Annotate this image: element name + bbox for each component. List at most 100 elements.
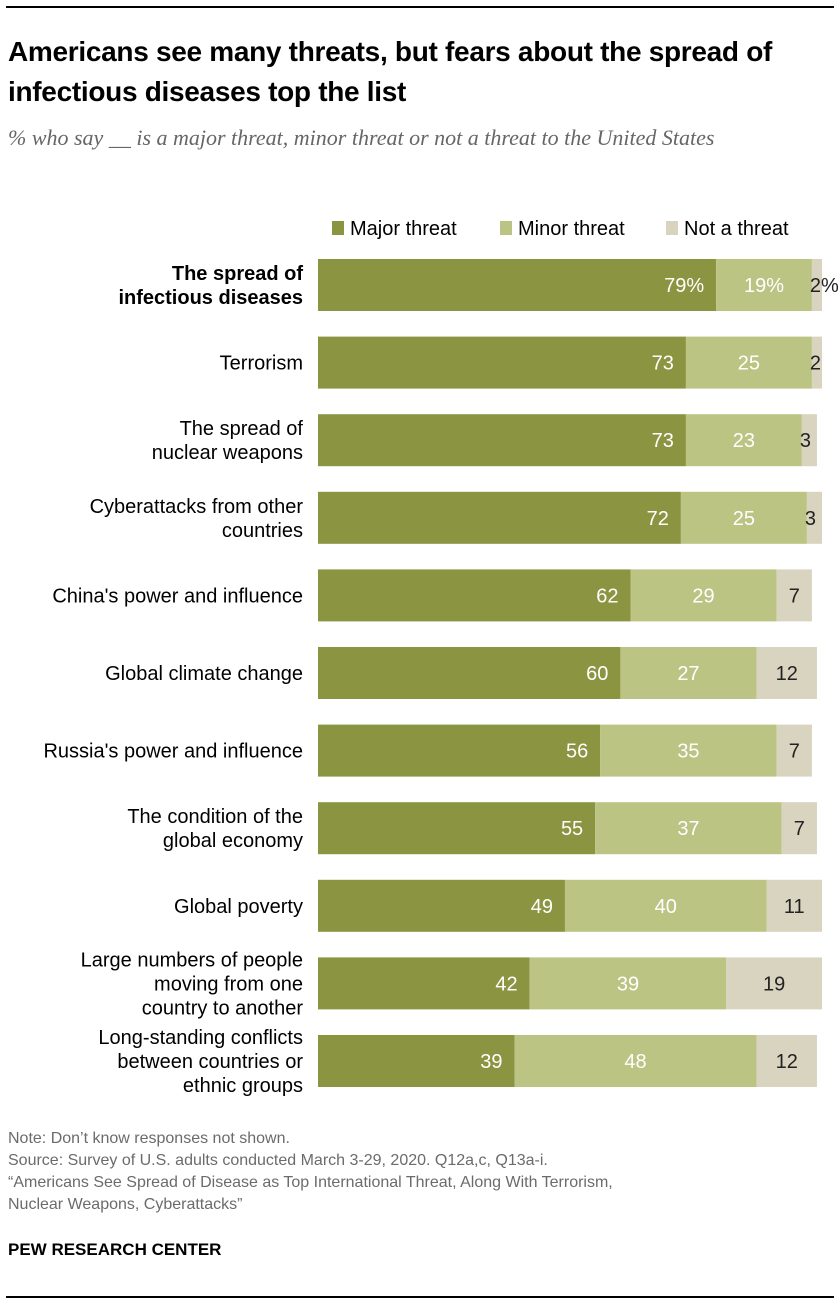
category-label: countries [222, 520, 303, 542]
legend-label: Major threat [350, 218, 457, 240]
chart-subtitle: % who say __ is a major threat, minor th… [8, 125, 715, 150]
data-label: 40 [655, 896, 677, 918]
report-title-line: Nuclear Weapons, Cyberattacks” [8, 1196, 243, 1213]
category-label: between countries or [117, 1051, 303, 1073]
legend-swatch [332, 221, 344, 235]
bar-segment-minor-threat [685, 336, 812, 389]
bar-segment-not-a-threat [776, 569, 812, 622]
bar-segment-major-threat [318, 957, 530, 1010]
data-label: 19% [744, 275, 784, 297]
data-label: 73 [652, 430, 674, 452]
data-label: 39 [617, 973, 639, 995]
legend-swatch [500, 221, 512, 235]
data-label: 2 [810, 353, 821, 375]
category-label: The spread of [172, 263, 303, 285]
bar-segment-major-threat [318, 569, 631, 622]
category-label: country to another [142, 997, 304, 1019]
bar-chart: Major threat Minor threat Not a threat The … [43, 218, 839, 1097]
data-label: 56 [566, 741, 588, 763]
bar-segment-not-a-threat [801, 414, 817, 467]
data-label: 25 [738, 353, 760, 375]
data-label: 60 [586, 663, 608, 685]
bar-segment-major-threat [318, 802, 596, 855]
top-rule [6, 6, 834, 8]
data-label: 7 [789, 741, 800, 763]
bar-segment-not-a-threat [756, 647, 817, 699]
bar-segment-minor-threat [595, 802, 782, 855]
bar-segment-not-a-threat [776, 724, 812, 777]
bar-segment-minor-threat [680, 491, 807, 544]
bar-segment-major-threat [318, 259, 717, 311]
bar-segment-not-a-threat [806, 491, 822, 544]
category-label: Long-standing conflicts [98, 1027, 303, 1049]
bar-segment-minor-threat [620, 647, 757, 699]
bar-segment-minor-threat [514, 1035, 757, 1087]
legend-label: Minor threat [518, 218, 625, 240]
data-label: 3 [805, 508, 816, 530]
bar-segment-minor-threat [600, 724, 777, 777]
bar-segment-not-a-threat [811, 259, 822, 311]
notes: Note: Don’t know responses not shown. So… [8, 1128, 613, 1216]
category-label: Global poverty [174, 896, 303, 918]
bar-segment-major-threat [318, 491, 681, 544]
category-label: nuclear weapons [152, 442, 303, 464]
category-label: infectious diseases [118, 287, 303, 309]
bar-segment-major-threat [318, 414, 686, 467]
legend-swatch [666, 221, 678, 235]
data-label: 39 [480, 1051, 502, 1073]
legend-label: Not a threat [684, 218, 789, 240]
bar-segment-minor-threat [630, 569, 777, 622]
data-label: 23 [733, 430, 755, 452]
data-label: 72 [647, 508, 669, 530]
data-label: 12 [776, 1051, 798, 1073]
data-label: 11 [784, 896, 805, 918]
category-label: Terrorism [220, 353, 303, 375]
data-label: 27 [677, 663, 699, 685]
bar-segment-not-a-threat [781, 802, 817, 855]
data-label: 49 [531, 896, 553, 918]
bar-segment-not-a-threat [726, 957, 822, 1010]
bar-segment-major-threat [318, 879, 565, 932]
category-label: Cyberattacks from other [90, 496, 304, 518]
bar-segment-minor-threat [716, 259, 812, 311]
bar-segment-minor-threat [529, 957, 727, 1010]
bar-segment-minor-threat [564, 879, 767, 932]
report-title-line: “Americans See Spread of Disease as Top … [8, 1174, 613, 1191]
category-label: global economy [163, 830, 303, 852]
source-line: Source: Survey of U.S. adults conducted … [8, 1152, 548, 1169]
data-label: 25 [733, 508, 755, 530]
data-label: 2% [810, 275, 839, 297]
bar-segment-not-a-threat [811, 336, 822, 389]
category-label: Russia's power and influence [43, 741, 303, 763]
bar-segment-major-threat [318, 647, 621, 699]
data-label: 42 [495, 973, 517, 995]
chart-title: Americans see many threats, but fears ab… [8, 36, 773, 107]
data-label: 55 [561, 818, 583, 840]
data-label: 7 [794, 818, 805, 840]
category-label: Global climate change [105, 663, 303, 685]
note-line: Note: Don’t know responses not shown. [8, 1130, 290, 1147]
data-label: 73 [652, 353, 674, 375]
data-label: 48 [624, 1051, 646, 1073]
category-label: ethnic groups [183, 1075, 303, 1097]
data-label: 62 [596, 585, 618, 607]
category-label: moving from one [154, 973, 303, 995]
bottom-rule [6, 1296, 834, 1298]
category-label: The spread of [180, 418, 304, 440]
bar-segment-minor-threat [685, 414, 802, 467]
category-label: The condition of the [127, 806, 303, 828]
bar-segment-major-threat [318, 336, 686, 389]
data-label: 35 [677, 741, 699, 763]
category-label: Large numbers of people [81, 949, 303, 971]
bar-segment-not-a-threat [756, 1035, 817, 1087]
data-label: 7 [789, 585, 800, 607]
bar-segment-major-threat [318, 1035, 515, 1087]
data-label: 79% [664, 275, 704, 297]
data-label: 19 [763, 973, 785, 995]
brand-logo-text: PEW RESEARCH CENTER [8, 1240, 222, 1259]
data-label: 37 [677, 818, 699, 840]
data-label: 3 [800, 430, 811, 452]
bar-segment-not-a-threat [766, 879, 822, 932]
bar-segment-major-threat [318, 724, 601, 777]
